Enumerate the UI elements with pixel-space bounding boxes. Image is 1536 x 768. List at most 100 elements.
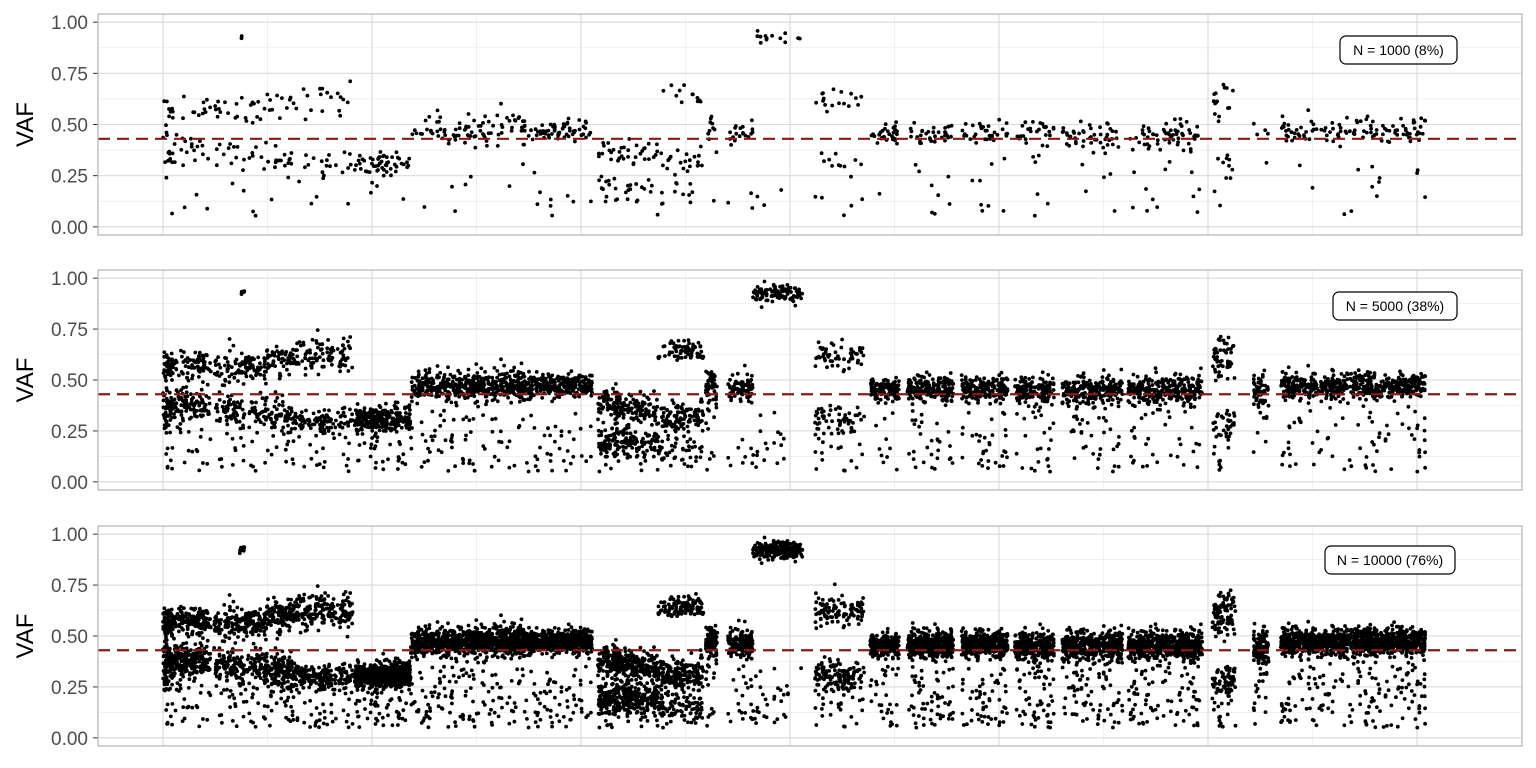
data-point (532, 170, 537, 175)
data-point (1304, 130, 1308, 134)
data-point (843, 413, 848, 417)
data-point (820, 91, 825, 96)
data-point (1222, 341, 1227, 346)
data-point (1140, 128, 1145, 132)
data-point (262, 106, 267, 111)
data-point (1050, 402, 1054, 407)
data-point (1324, 396, 1328, 401)
data-point (446, 141, 451, 146)
data-point (599, 451, 603, 456)
data-point (321, 446, 325, 451)
data-point (464, 124, 468, 129)
data-point (1045, 457, 1049, 462)
data-point (735, 371, 740, 376)
data-point (1423, 118, 1428, 123)
data-point (163, 415, 167, 420)
data-point (1135, 374, 1140, 379)
data-point (1171, 133, 1175, 137)
data-point (1407, 426, 1411, 431)
data-point (388, 442, 392, 447)
data-point (668, 341, 673, 346)
data-point (749, 131, 754, 136)
data-point (468, 174, 473, 179)
data-point (481, 132, 485, 136)
data-point (341, 336, 346, 341)
y-tick-label: 0.75 (51, 64, 88, 85)
data-point (1150, 452, 1155, 457)
data-point (1023, 120, 1028, 125)
data-point (678, 160, 683, 165)
data-point (1401, 132, 1406, 137)
data-point (791, 294, 796, 298)
data-point (1035, 447, 1040, 452)
data-point (743, 455, 748, 459)
data-point (638, 151, 643, 156)
data-point (320, 109, 325, 113)
data-point (1061, 126, 1066, 130)
data-point (216, 355, 221, 359)
data-point (521, 162, 525, 167)
data-point (269, 411, 274, 416)
data-point (1004, 121, 1009, 125)
data-point (989, 417, 994, 422)
data-point (334, 163, 338, 168)
data-point (664, 423, 669, 428)
data-point (1166, 409, 1171, 414)
data-point (1415, 171, 1419, 176)
data-point (687, 341, 691, 346)
data-point (1167, 140, 1172, 145)
data-point (1386, 432, 1391, 437)
data-point (161, 398, 166, 403)
data-point (370, 180, 374, 185)
data-point (365, 425, 370, 429)
data-point (369, 446, 373, 450)
data-point (1002, 449, 1006, 454)
data-point (1092, 132, 1097, 137)
data-point (313, 352, 318, 357)
data-point (820, 458, 825, 462)
data-point (505, 116, 509, 120)
data-point (275, 93, 279, 98)
data-point (1015, 412, 1019, 416)
data-point (1423, 450, 1427, 455)
data-point (438, 370, 443, 375)
data-point (1112, 464, 1117, 468)
data-point (358, 408, 363, 413)
data-point (205, 461, 210, 466)
data-point (226, 111, 231, 115)
data-point (1216, 119, 1221, 124)
data-point (241, 382, 246, 386)
data-point (454, 377, 459, 382)
data-point (1283, 375, 1287, 380)
data-point (1217, 370, 1221, 374)
data-point (993, 460, 998, 465)
data-point (1098, 447, 1103, 451)
data-point (247, 156, 252, 160)
data-point (740, 461, 745, 465)
data-point (286, 175, 291, 180)
data-point (728, 463, 733, 468)
data-point (640, 185, 644, 190)
data-point (986, 204, 991, 208)
data-point (1419, 116, 1424, 121)
data-point (1181, 463, 1186, 467)
data-point (489, 464, 494, 469)
data-point (167, 114, 172, 119)
data-point (559, 429, 564, 434)
data-point (609, 150, 614, 155)
data-point (168, 430, 173, 435)
data-point (517, 424, 522, 428)
data-point (1411, 389, 1415, 394)
data-point (1040, 377, 1045, 382)
data-point (1108, 427, 1113, 432)
data-point (668, 463, 673, 468)
data-point (1182, 377, 1186, 382)
data-point (522, 398, 527, 402)
data-point (1111, 469, 1115, 474)
data-point (1116, 404, 1121, 409)
data-point (924, 131, 929, 136)
data-point (1370, 119, 1375, 124)
data-point (273, 144, 278, 148)
data-point (560, 126, 565, 131)
data-point (1177, 437, 1182, 441)
